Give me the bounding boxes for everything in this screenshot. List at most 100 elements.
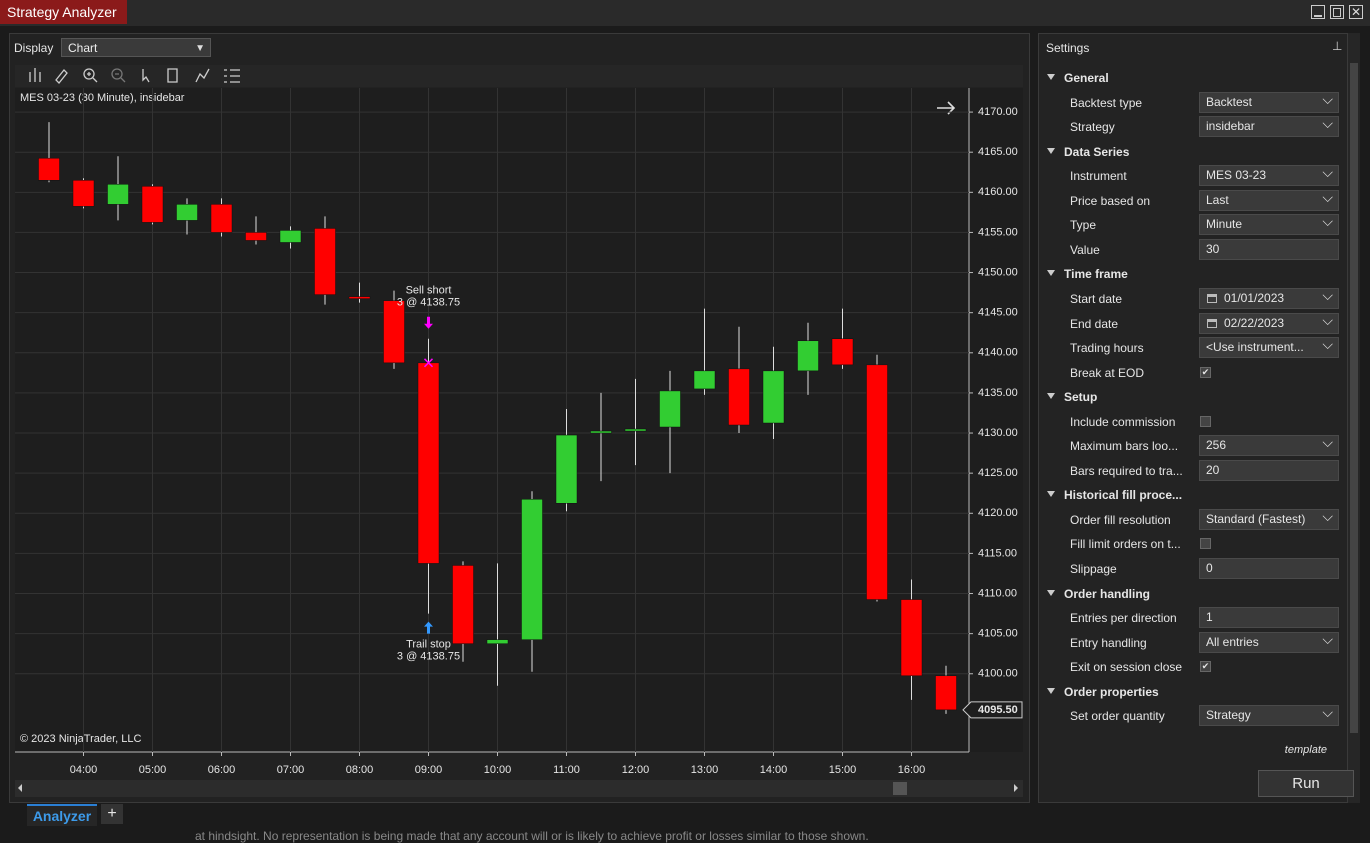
section-header[interactable]: Order properties: [1039, 680, 1344, 704]
setting-label: End date: [1070, 316, 1119, 331]
toolbar-icons: [29, 68, 240, 84]
checkbox[interactable]: [1200, 415, 1211, 427]
setting-label: Include commission: [1070, 414, 1176, 429]
setting-row: Slippage 0: [1039, 557, 1344, 581]
x-tick-label: 15:00: [829, 764, 857, 776]
template-link[interactable]: template: [1284, 744, 1327, 756]
candle-body: [624, 428, 647, 432]
setting-value: All entries: [1206, 634, 1259, 649]
setting-row: Entries per direction 1: [1039, 606, 1344, 630]
dropdown[interactable]: Minute ⌵: [1199, 213, 1339, 236]
minimize-button[interactable]: [1311, 5, 1325, 19]
tab-analyzer[interactable]: Analyzer: [27, 804, 97, 826]
candle-body: [590, 430, 612, 434]
checkbox[interactable]: ✔: [1200, 366, 1211, 378]
footer-text: at hindsight. No representation is being…: [195, 829, 869, 843]
candle-body: [831, 338, 854, 366]
run-button[interactable]: Run: [1258, 770, 1354, 797]
collapse-icon[interactable]: [1047, 393, 1055, 400]
dropdown[interactable]: All entries ⌵: [1199, 631, 1339, 653]
entry-marker: [423, 358, 434, 368]
display-select[interactable]: Chart ▼: [61, 38, 211, 57]
setting-label: Entry handling: [1070, 635, 1147, 650]
dropdown[interactable]: <Use instrument... ⌵: [1199, 336, 1339, 359]
setting-value: 01/01/2023: [1224, 290, 1285, 305]
candle-body: [521, 498, 543, 640]
dropdown-arrow: ⌵: [1322, 90, 1333, 107]
text-input[interactable]: 30: [1199, 238, 1339, 260]
settings-scrollbar[interactable]: [1348, 33, 1360, 803]
setting-value: MES 03-23: [1206, 168, 1267, 183]
candle-body: [107, 184, 129, 205]
x-tick-label: 09:00: [415, 764, 443, 776]
toolbar: [15, 65, 1023, 87]
section-header[interactable]: Time frame: [1039, 262, 1344, 286]
annotation-label: Sell short: [406, 285, 452, 297]
dropdown-arrow: ⌵: [1322, 434, 1333, 451]
setting-row: Trading hours <Use instrument... ⌵: [1039, 336, 1344, 360]
dropdown[interactable]: 02/22/2023 ⌵: [1199, 312, 1339, 334]
dropdown[interactable]: Strategy ⌵: [1199, 704, 1339, 727]
section-header[interactable]: Historical fill proce...: [1039, 483, 1344, 507]
maximize-button[interactable]: [1330, 5, 1344, 19]
text-input[interactable]: 20: [1199, 459, 1339, 481]
setting-row: Entry handling All entries ⌵: [1039, 631, 1344, 655]
text-input[interactable]: 1: [1199, 607, 1339, 629]
scroll-thumb[interactable]: [893, 782, 907, 795]
setting-label: Set order quantity: [1070, 709, 1165, 724]
dropdown[interactable]: MES 03-23 ⌵: [1199, 164, 1339, 187]
dropdown[interactable]: insidebar ⌵: [1199, 115, 1339, 138]
section-header[interactable]: General: [1039, 66, 1344, 90]
setting-label: Backtest type: [1070, 95, 1143, 110]
display-label: Display: [14, 41, 54, 55]
dropdown[interactable]: 256 ⌵: [1199, 434, 1339, 457]
settings-panel: Settings ⊥ General Backtest type Backtest ⌵…: [1038, 33, 1348, 803]
dropdown[interactable]: Last ⌵: [1199, 189, 1339, 211]
section-header[interactable]: Order handling: [1039, 582, 1344, 606]
pin-icon[interactable]: ⊥: [1332, 39, 1343, 53]
setting-row: Fill limit orders on t...: [1039, 532, 1344, 556]
annotation-text: 3 @ 4138.75: [397, 297, 460, 309]
section-title: Setup: [1064, 390, 1098, 405]
dropdown-arrow: ⌵: [1322, 115, 1333, 132]
candle-body: [659, 390, 681, 428]
x-tick-label: 05:00: [139, 764, 167, 776]
add-tab[interactable]: +: [101, 804, 123, 824]
dropdown-arrow: ⌵: [1322, 164, 1333, 181]
dropdown[interactable]: Standard (Fastest) ⌵: [1199, 507, 1339, 530]
settings-rows: General Backtest type Backtest ⌵ Strategy ins…: [1039, 66, 1344, 766]
last-price-box: [962, 701, 1023, 719]
setting-row: Backtest type Backtest ⌵: [1039, 91, 1344, 115]
candle-body: [797, 340, 819, 372]
section-header[interactable]: Setup: [1039, 385, 1344, 409]
collapse-icon[interactable]: [1047, 687, 1055, 694]
candle-body: [693, 370, 716, 390]
setting-row: Start date 01/01/2023 ⌵: [1039, 287, 1344, 311]
candle-body: [141, 186, 164, 223]
scrollbar[interactable]: [15, 780, 1023, 797]
collapse-icon[interactable]: [1047, 589, 1055, 596]
x-tick-label: 10:00: [484, 764, 512, 776]
setting-row: Type Minute ⌵: [1039, 213, 1344, 237]
collapse-icon[interactable]: [1047, 491, 1055, 498]
collapse-icon[interactable]: [1047, 270, 1055, 277]
setting-row: Strategy insidebar ⌵: [1039, 115, 1344, 139]
checkbox[interactable]: [1200, 538, 1211, 550]
annotation-label: Trail stop: [406, 638, 451, 650]
dropdown[interactable]: 01/01/2023 ⌵: [1199, 286, 1339, 309]
dropdown-arrow: ⌵: [1322, 286, 1333, 303]
collapse-icon[interactable]: [1047, 74, 1055, 80]
dropdown[interactable]: Backtest ⌵: [1199, 90, 1339, 113]
section-header[interactable]: Data Series: [1039, 140, 1344, 164]
candle-body: [866, 364, 888, 600]
text-input[interactable]: 0: [1199, 558, 1339, 579]
candle-body: [417, 362, 440, 564]
settings-scroll-thumb[interactable]: [1350, 63, 1358, 733]
close-button[interactable]: ✕: [1349, 5, 1363, 19]
dropdown-arrow: ⌵: [1322, 213, 1333, 230]
checkbox[interactable]: ✔: [1200, 661, 1211, 673]
collapse-icon[interactable]: [1047, 147, 1055, 154]
display-value: Chart: [68, 41, 98, 55]
x-tick-label: 16:00: [898, 764, 926, 776]
dropdown-arrow: ⌵: [1322, 507, 1333, 524]
